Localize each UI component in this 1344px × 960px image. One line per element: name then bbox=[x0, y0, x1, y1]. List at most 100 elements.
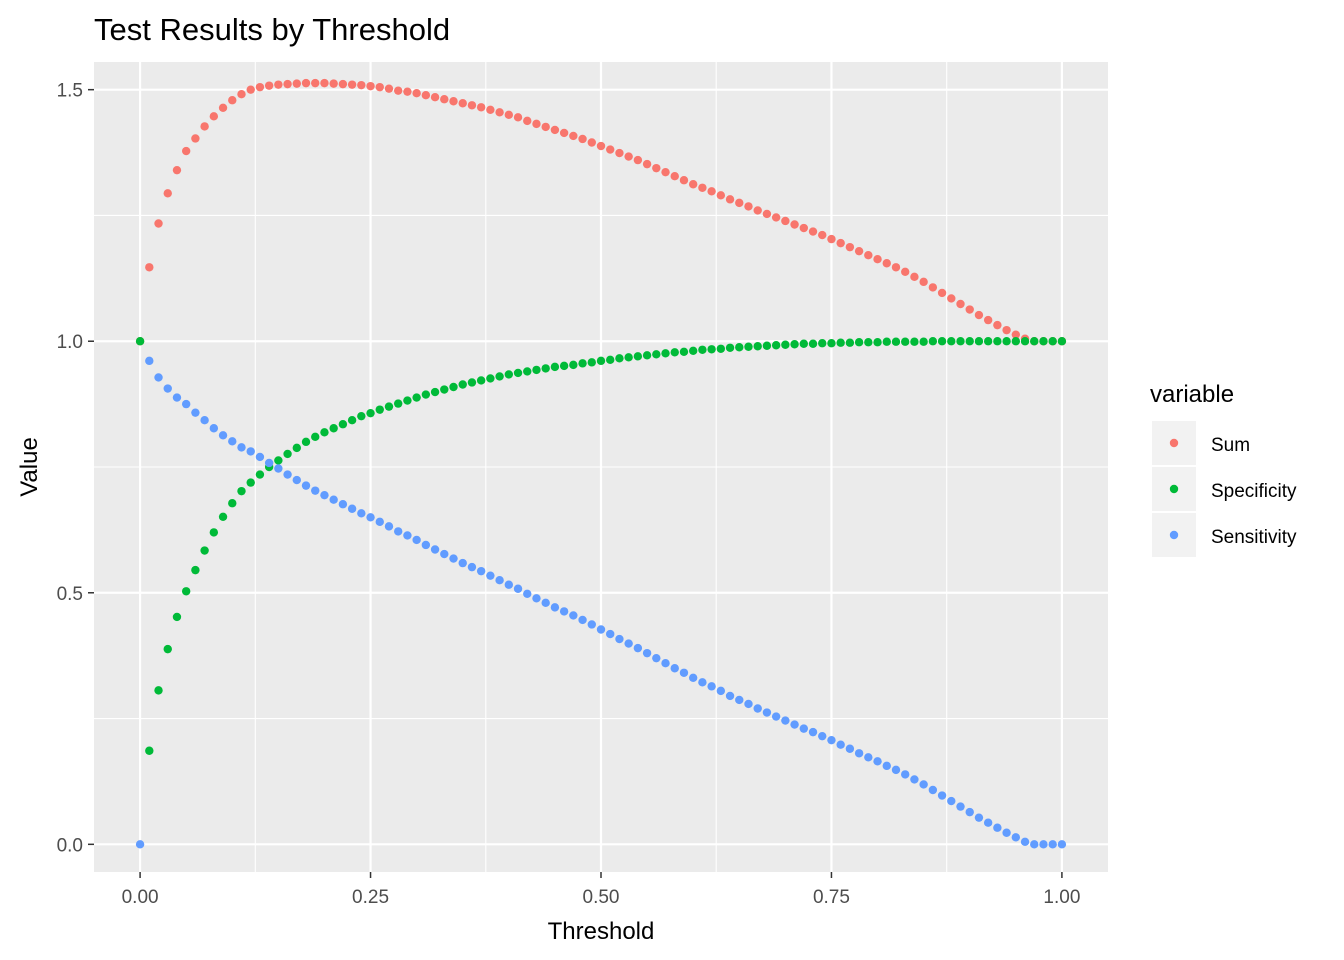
data-point-sum bbox=[292, 79, 301, 88]
data-point-sensitivity bbox=[707, 682, 716, 691]
data-point-specificity bbox=[818, 339, 827, 348]
data-point-sensitivity bbox=[513, 584, 523, 593]
data-point-sensitivity bbox=[993, 823, 1002, 832]
data-point-specificity bbox=[864, 338, 873, 347]
data-point-sum bbox=[569, 131, 578, 141]
data-point-sum bbox=[606, 145, 615, 154]
data-point-specificity bbox=[1002, 337, 1011, 346]
data-point-specificity bbox=[209, 528, 219, 537]
data-point-sum bbox=[873, 255, 882, 264]
data-point-sensitivity bbox=[771, 712, 781, 721]
data-point-specificity bbox=[1030, 337, 1039, 346]
data-point-specificity bbox=[753, 342, 762, 351]
data-point-sum bbox=[200, 122, 209, 131]
data-point-specificity bbox=[606, 355, 615, 365]
data-point-sum bbox=[163, 189, 172, 198]
data-point-sum bbox=[430, 93, 440, 102]
data-point-sum bbox=[633, 155, 643, 165]
data-point-specificity bbox=[808, 339, 818, 348]
data-point-sum bbox=[864, 250, 873, 260]
data-point-specificity bbox=[495, 372, 504, 381]
data-point-sum bbox=[716, 191, 726, 200]
data-point-specificity bbox=[145, 746, 154, 755]
data-point-sum bbox=[596, 141, 606, 151]
data-point-sum bbox=[652, 163, 661, 173]
data-point-sum bbox=[523, 116, 532, 126]
data-point-sum bbox=[771, 213, 781, 222]
data-point-specificity bbox=[679, 347, 689, 356]
data-point-specificity bbox=[255, 470, 265, 479]
data-point-sum bbox=[781, 216, 790, 226]
data-point-specificity bbox=[827, 339, 836, 348]
data-point-specificity bbox=[191, 565, 200, 575]
data-point-sum bbox=[274, 80, 283, 89]
data-point-sum bbox=[1011, 330, 1021, 339]
data-point-sensitivity bbox=[698, 678, 707, 687]
data-point-specificity bbox=[698, 345, 707, 354]
data-point-specificity bbox=[596, 356, 606, 366]
legend-key-specificity bbox=[1169, 484, 1179, 494]
data-point-specificity bbox=[320, 428, 329, 437]
legend-label: Sensitivity bbox=[1211, 527, 1297, 548]
data-point-sensitivity bbox=[790, 720, 799, 729]
data-point-specificity bbox=[1048, 337, 1057, 346]
data-point-sensitivity bbox=[292, 475, 301, 485]
data-point-specificity bbox=[338, 420, 348, 429]
data-point-sensitivity bbox=[218, 431, 228, 440]
data-point-sum bbox=[449, 97, 458, 106]
data-point-specificity bbox=[384, 402, 394, 411]
data-point-sensitivity bbox=[246, 447, 255, 456]
data-point-specificity bbox=[642, 351, 652, 360]
data-point-sensitivity bbox=[864, 753, 873, 762]
data-point-sensitivity bbox=[725, 691, 735, 701]
legend-label: Sum bbox=[1211, 435, 1250, 456]
chart-title: Test Results by Threshold bbox=[94, 12, 450, 47]
data-point-sensitivity bbox=[633, 643, 643, 653]
data-point-sensitivity bbox=[965, 807, 974, 817]
data-point-sensitivity bbox=[974, 813, 984, 822]
data-point-sum bbox=[947, 294, 956, 303]
data-point-specificity bbox=[873, 338, 882, 347]
data-point-specificity bbox=[366, 408, 375, 418]
data-point-sensitivity bbox=[606, 629, 615, 639]
data-point-specificity bbox=[347, 416, 357, 425]
data-point-sum bbox=[532, 119, 541, 129]
data-point-sensitivity bbox=[403, 531, 412, 540]
y-tick-label: 1.0 bbox=[57, 332, 83, 353]
data-point-sensitivity bbox=[559, 607, 569, 616]
data-point-sum bbox=[467, 101, 477, 110]
data-point-specificity bbox=[845, 338, 855, 347]
data-point-specificity bbox=[329, 424, 338, 433]
data-point-sum bbox=[956, 299, 965, 309]
data-point-sensitivity bbox=[476, 566, 486, 576]
data-point-sum bbox=[836, 238, 845, 248]
data-point-specificity bbox=[301, 437, 311, 447]
data-point-sensitivity bbox=[145, 356, 154, 366]
data-point-sum bbox=[154, 219, 163, 228]
x-tick-label: 0.75 bbox=[813, 887, 850, 908]
data-point-sensitivity bbox=[320, 490, 329, 500]
data-point-sum bbox=[578, 134, 587, 144]
data-point-specificity bbox=[135, 337, 145, 346]
data-point-specificity bbox=[882, 337, 891, 346]
data-point-specificity bbox=[218, 512, 228, 522]
data-point-sensitivity bbox=[357, 509, 366, 518]
legend-label: Specificity bbox=[1211, 481, 1297, 502]
data-point-sensitivity bbox=[882, 761, 891, 771]
data-point-specificity bbox=[587, 358, 596, 367]
data-point-sum bbox=[827, 234, 836, 244]
data-point-sum bbox=[301, 78, 311, 88]
data-point-sum bbox=[357, 80, 366, 90]
y-axis-title: Value bbox=[16, 437, 43, 497]
data-point-sensitivity bbox=[191, 408, 200, 417]
data-point-sensitivity bbox=[799, 724, 808, 733]
data-point-sensitivity bbox=[329, 495, 338, 504]
data-point-specificity bbox=[790, 340, 799, 349]
data-point-specificity bbox=[578, 359, 587, 368]
data-point-sensitivity bbox=[1020, 837, 1030, 847]
data-point-sensitivity bbox=[375, 517, 384, 527]
data-point-sensitivity bbox=[1057, 840, 1067, 849]
data-point-sum bbox=[412, 88, 421, 98]
data-point-specificity bbox=[440, 385, 449, 394]
data-point-sensitivity bbox=[301, 481, 311, 490]
